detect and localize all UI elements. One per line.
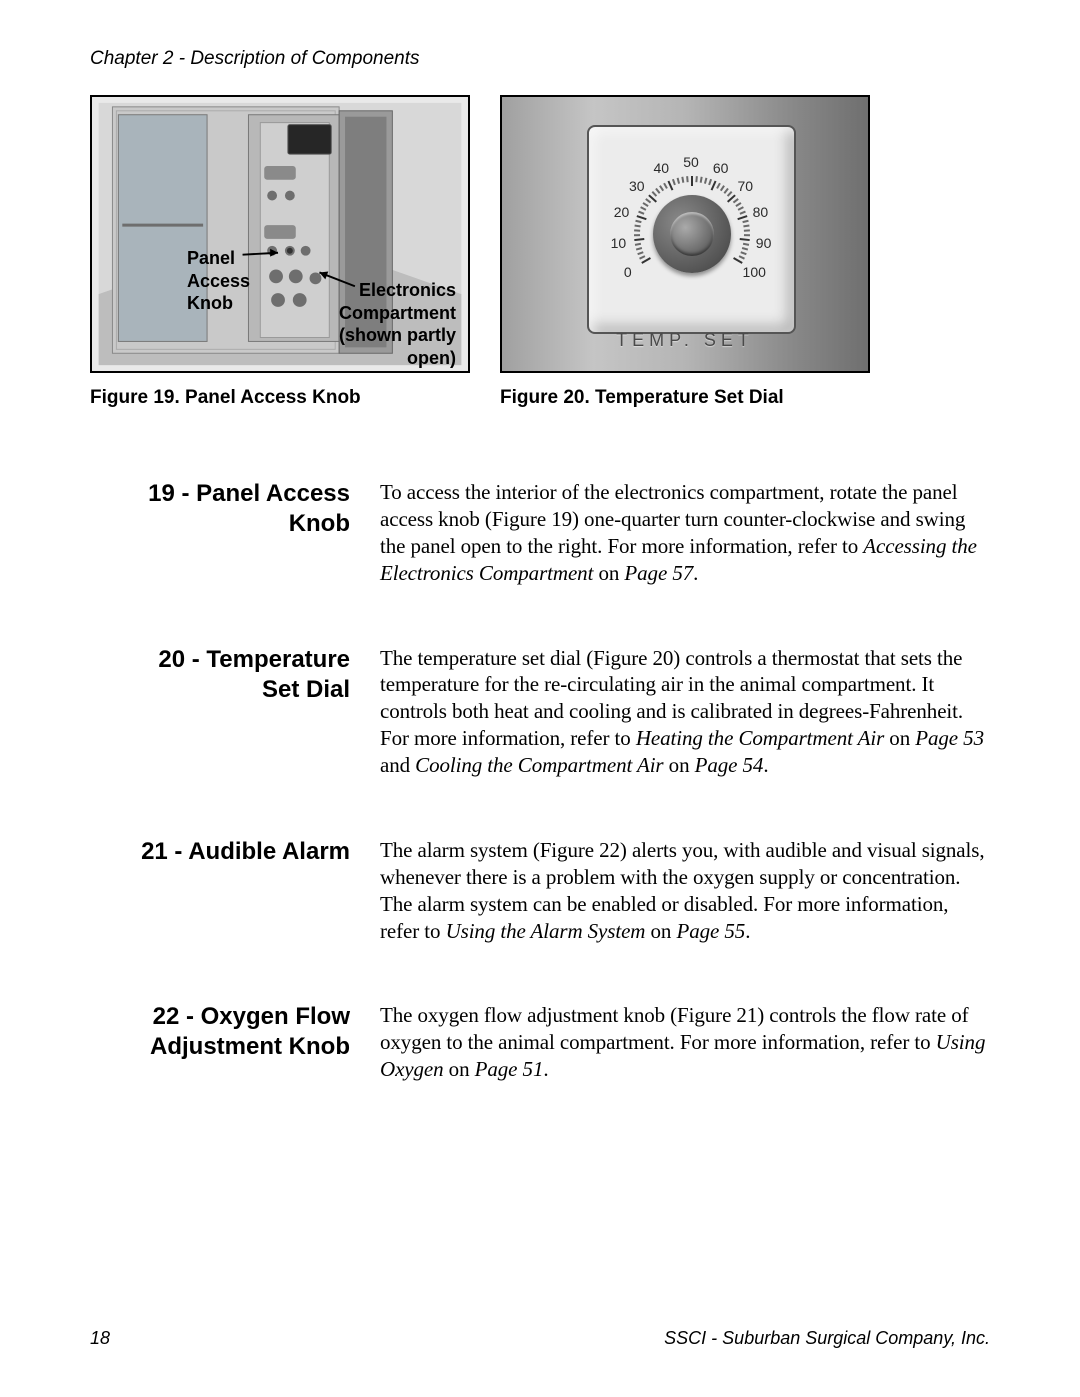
figure-20-image: 0 10 20 30 40 50 60 7080 90 100 TEMP. SET	[500, 95, 870, 373]
dial-number: 70	[737, 178, 753, 194]
section-body: The temperature set dial (Figure 20) con…	[380, 645, 990, 779]
page: Chapter 2 - Description of Components	[0, 0, 1080, 1397]
section-4: 22 - Oxygen FlowAdjustment KnobThe oxyge…	[90, 1002, 990, 1083]
section-body: The alarm system (Figure 22) alerts you,…	[380, 837, 990, 945]
captions-row: Figure 19. Panel Access Knob Figure 20. …	[90, 387, 990, 409]
section-1: 19 - Panel AccessKnobTo access the inter…	[90, 479, 990, 587]
page-footer: 18 SSCI - Suburban Surgical Company, Inc…	[90, 1328, 990, 1349]
section-body: The oxygen flow adjustment knob (Figure …	[380, 1002, 990, 1083]
section-3: 21 - Audible AlarmThe alarm system (Figu…	[90, 837, 990, 945]
dial-number: 20	[614, 204, 630, 220]
figures-row: PanelAccessKnob ElectronicsCompartment(s…	[90, 95, 990, 373]
section-title: 19 - Panel AccessKnob	[90, 479, 380, 539]
page-number: 18	[90, 1328, 110, 1349]
dial-number: 10	[611, 235, 627, 251]
figure19-label-electronics-compartment: ElectronicsCompartment(shown partlyopen)	[339, 279, 456, 369]
figure-19-image: PanelAccessKnob ElectronicsCompartment(s…	[90, 95, 470, 373]
temp-set-label: TEMP. SET	[616, 330, 754, 351]
section-title: 21 - Audible Alarm	[90, 837, 380, 867]
figure-19-caption: Figure 19. Panel Access Knob	[90, 387, 470, 409]
figure-20-caption: Figure 20. Temperature Set Dial	[500, 387, 870, 409]
dial-number: 0	[624, 264, 632, 280]
sections: 19 - Panel AccessKnobTo access the inter…	[90, 479, 990, 1083]
dial-number: 50	[683, 154, 699, 170]
chapter-header: Chapter 2 - Description of Components	[90, 48, 990, 70]
section-body: To access the interior of the electronic…	[380, 479, 990, 587]
dial-knob	[653, 195, 731, 273]
dial-number: 40	[654, 160, 670, 176]
figure19-label-panel-access-knob: PanelAccessKnob	[187, 247, 250, 315]
dial-number: 100	[743, 264, 766, 280]
dial-number: 90	[756, 235, 772, 251]
section-2: 20 - TemperatureSet DialThe temperature …	[90, 645, 990, 779]
section-title: 20 - TemperatureSet Dial	[90, 645, 380, 705]
section-title: 22 - Oxygen FlowAdjustment Knob	[90, 1002, 380, 1062]
dial-number: 60	[713, 160, 729, 176]
dial-number: 80	[753, 204, 769, 220]
dial-plate: 0 10 20 30 40 50 60 7080 90 100	[587, 125, 796, 334]
dial-number: 30	[629, 178, 645, 194]
footer-company: SSCI - Suburban Surgical Company, Inc.	[664, 1328, 990, 1349]
